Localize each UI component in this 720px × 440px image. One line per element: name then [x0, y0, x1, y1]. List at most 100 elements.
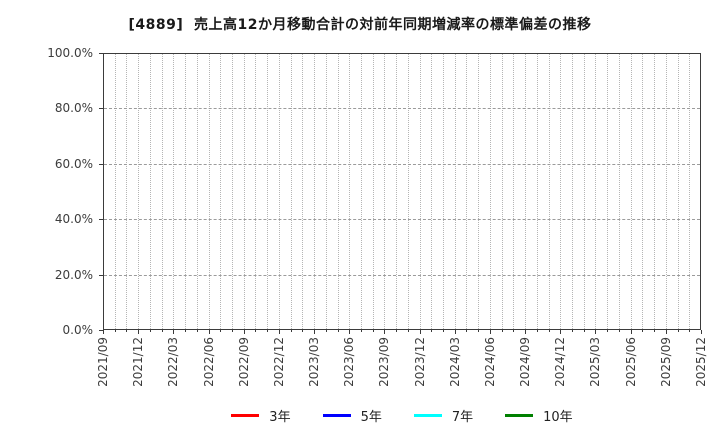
gridline-vertical [618, 54, 620, 329]
legend-line-swatch [322, 413, 351, 417]
x-axis-major-tick [595, 330, 597, 334]
x-axis-label: 2023/03 [307, 337, 322, 387]
x-axis-minor-tick [114, 330, 116, 332]
gridline-vertical [267, 54, 269, 329]
x-axis-label: 2023/06 [342, 337, 357, 387]
gridline-vertical [525, 54, 527, 329]
x-axis-major-tick [630, 330, 632, 334]
x-axis-minor-tick [572, 330, 574, 332]
gridline-vertical [454, 54, 456, 329]
y-axis-label: 60.0% [54, 156, 93, 171]
x-axis-minor-tick [372, 330, 374, 332]
gridline-vertical [466, 54, 468, 329]
legend-item: 3年 [231, 406, 291, 425]
x-axis-minor-tick [360, 330, 362, 332]
x-axis-label: 2024/03 [447, 337, 462, 387]
x-axis-major-tick [278, 330, 280, 334]
gridline-vertical [360, 54, 362, 329]
gridline-vertical [243, 54, 245, 329]
x-axis-minor-tick [196, 330, 198, 332]
legend-label: 10年 [543, 409, 573, 425]
gridline-vertical [642, 54, 644, 329]
x-axis-label: 2025/09 [658, 337, 673, 387]
gridline-vertical [302, 54, 304, 329]
gridline-vertical [396, 54, 398, 329]
x-axis-minor-tick [583, 330, 585, 332]
x-axis-minor-tick [290, 330, 292, 332]
x-axis-minor-tick [536, 330, 538, 332]
x-axis-major-tick [384, 330, 386, 334]
gridline-horizontal [104, 274, 700, 276]
gridline-vertical [595, 54, 597, 329]
chart-title: [4889] 売上高12か月移動合計の対前年同期増減率の標準偏差の推移 [128, 17, 592, 33]
x-axis-minor-tick [396, 330, 398, 332]
x-axis-label: 2025/06 [623, 337, 638, 387]
x-axis-minor-tick [548, 330, 550, 332]
x-axis-major-tick [560, 330, 562, 334]
gridline-vertical [689, 54, 691, 329]
gridline-vertical [114, 54, 116, 329]
x-axis-minor-tick [677, 330, 679, 332]
x-axis-label: 2022/03 [166, 337, 181, 387]
legend-item: 5年 [322, 406, 382, 425]
x-axis-label: 2021/12 [131, 337, 146, 387]
legend-line-swatch [413, 413, 442, 417]
gridline-vertical [255, 54, 257, 329]
plot-area [103, 53, 701, 330]
gridline-vertical [161, 54, 163, 329]
gridline-vertical [126, 54, 128, 329]
y-axis-tick [99, 219, 103, 221]
x-axis-minor-tick [513, 330, 515, 332]
y-axis-label: 100.0% [47, 46, 93, 60]
gridline-vertical [185, 54, 187, 329]
gridline-vertical [208, 54, 210, 329]
y-axis-label: 20.0% [54, 267, 93, 282]
x-axis-label: 2024/09 [518, 337, 533, 387]
legend-line-swatch [231, 413, 260, 417]
y-axis-tick [99, 108, 103, 110]
x-axis-label: 2024/06 [482, 337, 497, 387]
x-axis-minor-tick [185, 330, 187, 332]
gridline-vertical [314, 54, 316, 329]
x-axis-major-tick [103, 330, 104, 334]
y-axis-tick [99, 274, 103, 276]
x-axis-major-tick [665, 330, 667, 334]
gridline-vertical [173, 54, 175, 329]
legend-label: 7年 [451, 409, 474, 425]
gridline-vertical [372, 54, 374, 329]
x-axis-minor-tick [126, 330, 128, 332]
gridline-vertical [278, 54, 280, 329]
x-axis-minor-tick [431, 330, 433, 332]
gridline-vertical [513, 54, 515, 329]
x-axis-label: 2022/09 [236, 337, 251, 387]
gridline-vertical [325, 54, 327, 329]
gridline-horizontal [104, 163, 700, 165]
gridline-vertical [196, 54, 198, 329]
x-axis-minor-tick [654, 330, 656, 332]
gridline-vertical [349, 54, 351, 329]
legend-item: 10年 [505, 406, 573, 425]
gridline-vertical [560, 54, 562, 329]
gridline-vertical [607, 54, 609, 329]
x-axis-minor-tick [466, 330, 468, 332]
x-axis-minor-tick [642, 330, 644, 332]
legend-line-swatch [505, 413, 534, 417]
gridline-vertical [138, 54, 140, 329]
x-axis-major-tick [489, 330, 491, 334]
x-axis-label: 2022/06 [201, 337, 216, 387]
x-axis-label: 2022/12 [271, 337, 286, 387]
gridline-vertical [384, 54, 386, 329]
x-axis-minor-tick [255, 330, 257, 332]
y-axis-tick [99, 163, 103, 165]
x-axis-minor-tick [325, 330, 327, 332]
gridline-vertical [443, 54, 445, 329]
gridline-vertical [501, 54, 503, 329]
x-axis-label: 2025/12 [694, 337, 708, 387]
gridline-vertical [220, 54, 222, 329]
gridline-vertical [290, 54, 292, 329]
x-axis-major-tick [208, 330, 210, 334]
gridline-vertical [677, 54, 679, 329]
gridline-vertical [572, 54, 574, 329]
x-axis-label: 2021/09 [96, 337, 110, 387]
